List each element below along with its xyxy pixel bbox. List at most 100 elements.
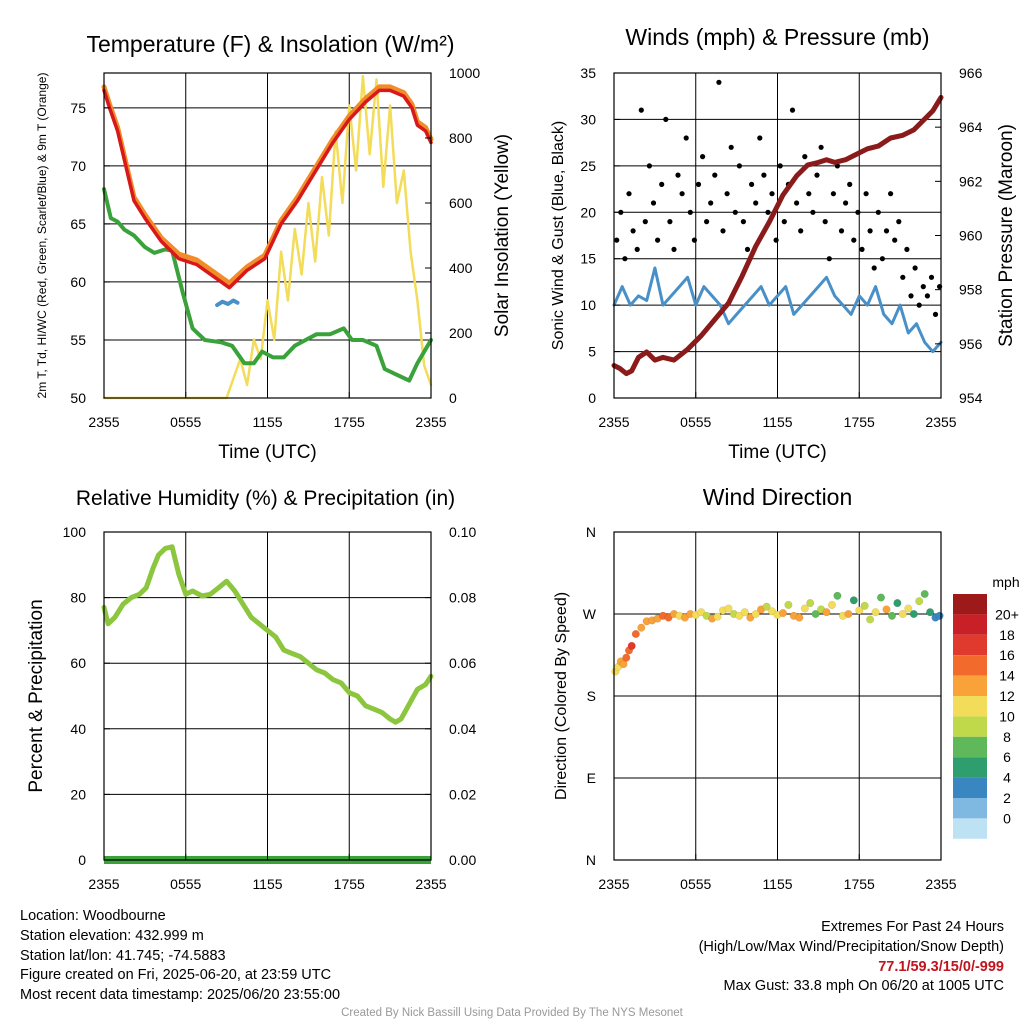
gust-point <box>900 274 906 280</box>
gust-point <box>691 237 698 243</box>
x-axis-label: Time (UTC) <box>728 442 827 463</box>
legend-swatch <box>953 634 987 656</box>
credit-line: Created By Nick Bassill Using Data Provi… <box>341 1007 683 1019</box>
legend-label: 8 <box>1003 729 1011 745</box>
y2-tick-label: 0.02 <box>449 786 476 802</box>
gust-point <box>650 200 657 206</box>
y-tick-label: W <box>583 606 597 622</box>
panel-3 <box>101 531 434 864</box>
gust-point <box>863 191 869 197</box>
legend-label: 2 <box>1003 790 1011 806</box>
gust-point <box>830 191 837 197</box>
direction-point <box>860 601 869 610</box>
gust-point <box>740 219 747 225</box>
gust-point <box>626 191 632 197</box>
y-axis-label: Sonic Wind & Gust (Blue, Black) <box>550 121 567 350</box>
y2-tick-label: 0.00 <box>449 852 476 868</box>
gust-point <box>924 293 931 299</box>
gust-point <box>634 246 640 252</box>
gust-point <box>659 181 665 187</box>
y-axis-label: Percent & Precipitation <box>26 599 47 792</box>
legend-label: 12 <box>999 688 1015 704</box>
direction-point <box>827 600 837 609</box>
gust-point <box>704 219 710 225</box>
x-tick-label: 1755 <box>844 876 875 892</box>
x-tick-label: 1755 <box>844 414 875 430</box>
y-axis-label: Direction (Colored By Speed) <box>553 592 570 800</box>
max-gust: Max Gust: 33.8 mph On 06/20 at 1005 UTC <box>723 978 1004 995</box>
x-tick-label: 2355 <box>415 414 446 430</box>
direction-point <box>904 604 913 613</box>
direction-point <box>735 611 744 620</box>
legend-swatch <box>953 675 987 696</box>
x-tick-label: 0555 <box>170 414 201 430</box>
wind-series <box>611 79 944 377</box>
gust-point <box>802 154 808 160</box>
direction-point <box>806 599 815 608</box>
extremes-title: Extremes For Past 24 Hours <box>821 919 1004 935</box>
y-tick-label: N <box>586 852 596 868</box>
station-latlon: Station lat/lon: 41.745; -74.5883 <box>20 947 226 964</box>
gust-point <box>867 228 873 234</box>
x-tick-label: 2355 <box>925 414 956 430</box>
gust-point <box>732 209 738 215</box>
gust-point <box>912 265 918 271</box>
direction-point <box>795 613 804 622</box>
gust-point <box>753 200 759 206</box>
y2-tick-label: 200 <box>449 325 473 341</box>
direction-point <box>631 629 640 639</box>
x-tick-label: 0555 <box>680 876 711 892</box>
gust-point <box>728 144 734 150</box>
sonic-wind-line <box>612 266 943 354</box>
gust-point <box>675 172 681 178</box>
gust-point <box>879 256 886 262</box>
panel-title: Temperature (F) & Insolation (W/m²) <box>86 31 454 57</box>
direction-point <box>622 653 631 662</box>
y-tick-label: 20 <box>580 204 596 220</box>
gust-point <box>667 219 673 225</box>
gust-point <box>932 311 939 317</box>
gust-point <box>904 246 910 252</box>
humidity-line <box>101 544 434 725</box>
y2-tick-label: 962 <box>959 173 983 189</box>
y-tick-label: 40 <box>70 721 86 737</box>
y2-tick-label: 1000 <box>449 65 480 81</box>
panel-title: Winds (mph) & Pressure (mb) <box>625 24 929 50</box>
recent-timestamp: Most recent data timestamp: 2025/06/20 2… <box>20 987 341 1004</box>
gust-point <box>892 237 898 243</box>
wind-chill-line <box>215 298 240 308</box>
x-tick-label: 2355 <box>415 876 446 892</box>
legend-label: 6 <box>1003 749 1011 765</box>
temperature-series <box>101 75 434 400</box>
direction-point <box>849 596 858 605</box>
x-tick-label: 1755 <box>334 414 365 430</box>
y-tick-label: 100 <box>63 524 87 540</box>
y2-tick-label: 800 <box>449 130 473 146</box>
legend-label: 10 <box>999 708 1015 724</box>
gust-point <box>851 237 857 243</box>
gust-point <box>883 228 890 234</box>
direction-point <box>811 609 820 619</box>
gust-point <box>838 228 845 234</box>
y2-tick-label: 0 <box>449 390 457 406</box>
gust-point <box>822 219 828 225</box>
x-tick-label: 1155 <box>762 876 792 892</box>
gust-point <box>642 219 648 225</box>
pressure-line <box>611 94 944 377</box>
y-tick-label: 75 <box>70 100 86 116</box>
gust-point <box>744 246 751 252</box>
direction-series <box>611 589 944 676</box>
gust-point <box>798 228 804 234</box>
gust-point <box>916 302 922 308</box>
station-location: Location: Woodbourne <box>20 908 166 924</box>
direction-point <box>697 608 706 617</box>
gust-point <box>777 163 783 169</box>
gust-point <box>630 228 636 234</box>
direction-point <box>926 608 935 617</box>
x-tick-label: 0555 <box>680 414 711 430</box>
gust-point <box>663 116 669 122</box>
gust-point <box>700 154 706 160</box>
x-tick-label: 2355 <box>598 876 629 892</box>
extremes-values: 77.1/59.3/15/0/-999 <box>878 958 1004 975</box>
